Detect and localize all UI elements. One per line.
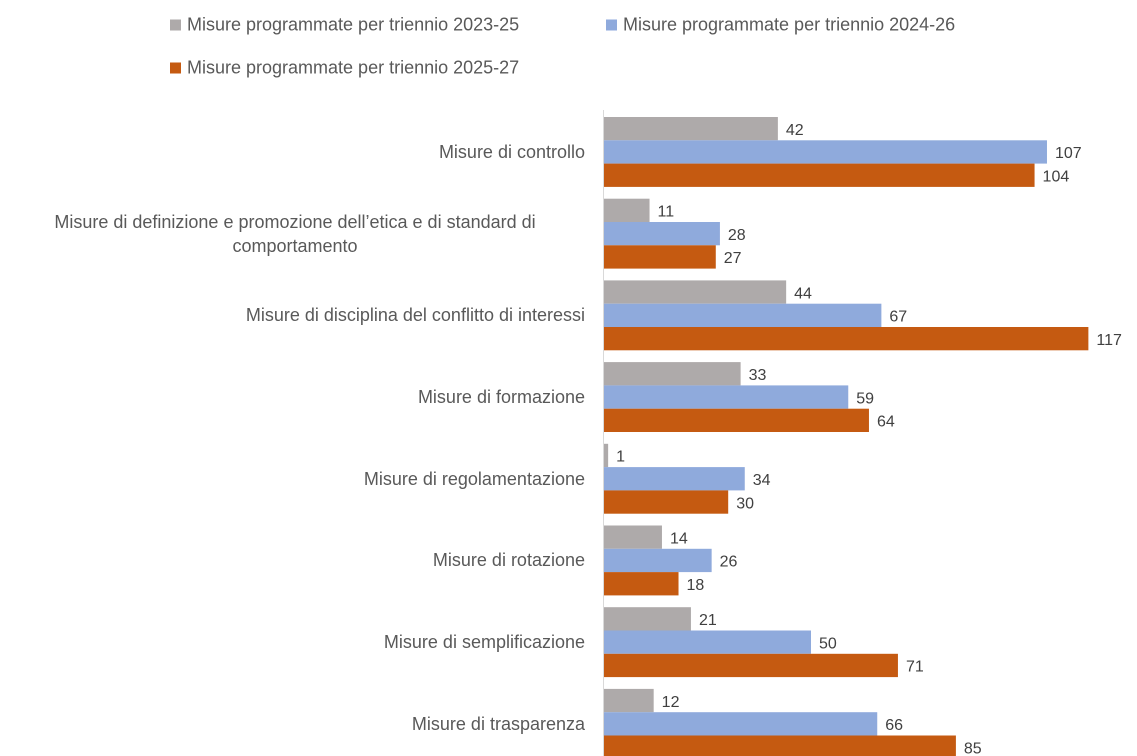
value-label: 11 [658,204,675,221]
value-label: 50 [819,635,837,652]
bar [604,408,869,432]
value-label: 14 [670,530,688,547]
value-label: 59 [856,390,874,407]
category-label: Misure di rotazione [432,550,585,571]
category-label: Misure di formazione [417,387,585,408]
value-label: 64 [877,414,895,431]
legend-item: Misure programmate per triennio 2024-26 [606,15,955,36]
bar [604,140,1047,164]
legend-swatch [170,19,181,31]
legend-swatch [606,19,617,31]
value-label: 107 [1055,145,1082,162]
value-label: 67 [889,309,907,326]
bar [604,222,720,246]
bar [604,443,609,468]
value-label: 12 [662,694,680,711]
bar [604,735,956,756]
bar [604,303,882,327]
bar [604,630,811,654]
category-label: Misure di disciplina del conflitto di in… [245,305,585,326]
bar [604,525,662,549]
bar [604,362,741,386]
bar [604,198,650,222]
category-label: Misure di definizione e promozione dell’… [54,211,536,256]
bar [604,245,716,269]
bar [604,653,898,678]
bar [604,688,654,713]
category-label: Misure di semplificazione [383,632,585,653]
bar [604,117,778,141]
bar [604,280,787,304]
legend-label: Misure programmate per triennio 2025-27 [187,57,520,78]
bar [604,572,679,596]
value-label: 42 [786,122,804,139]
legend-label: Misure programmate per triennio 2024-26 [623,14,956,35]
value-label: 71 [906,659,924,676]
value-label: 26 [720,554,738,571]
value-label: 30 [736,495,754,512]
bar [604,163,1035,187]
category-label: Misure di trasparenza [411,713,585,734]
category-label: Misure di regolamentazione [363,468,585,489]
bar [604,327,1089,351]
bar [604,607,691,631]
value-label: 21 [699,612,717,629]
bar [604,490,729,514]
value-label: 104 [1043,168,1070,185]
value-label: 33 [749,367,767,384]
value-label: 28 [728,227,746,244]
bar [604,467,745,491]
category-label: Misure di controllo [438,141,585,162]
bar [604,712,878,736]
legend-item: Misure programmate per triennio 2025-27 [170,58,519,79]
value-label: 66 [885,717,903,734]
value-label: 44 [794,285,812,302]
value-label: 1 [616,449,625,466]
value-label: 34 [753,472,771,489]
value-label: 18 [687,577,705,594]
legend-label: Misure programmate per triennio 2023-25 [187,14,520,35]
legend-item: Misure programmate per triennio 2023-25 [170,15,519,36]
legend-swatch [170,62,181,74]
bar [604,385,849,409]
value-label: 85 [964,740,982,756]
bar [604,548,712,573]
value-label: 117 [1096,332,1122,349]
value-label: 27 [724,250,742,267]
